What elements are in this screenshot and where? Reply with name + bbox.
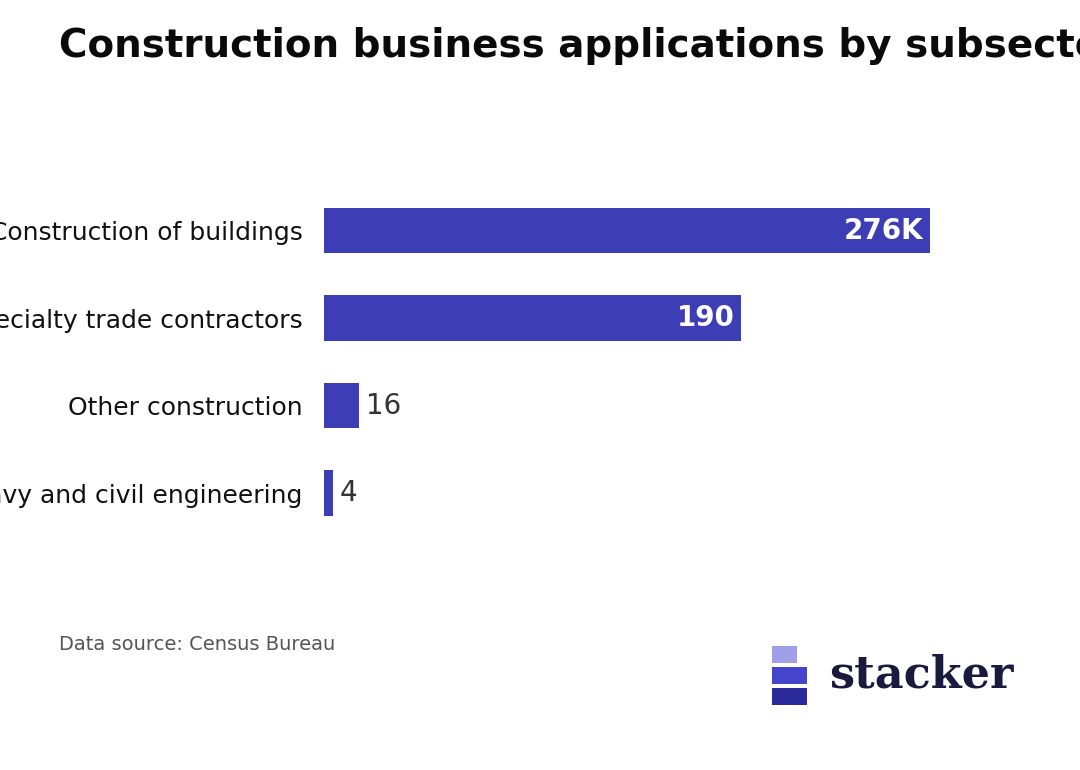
Text: 190: 190 [676, 304, 734, 332]
Text: Data source: Census Bureau: Data source: Census Bureau [59, 635, 336, 654]
Text: 16: 16 [366, 392, 401, 420]
Bar [324, 383, 360, 428]
Text: stacker: stacker [829, 653, 1014, 696]
Bar [324, 208, 930, 253]
Bar [324, 470, 333, 516]
Text: Construction business applications by subsector, 2021: Construction business applications by su… [59, 27, 1080, 65]
Text: 276K: 276K [843, 216, 923, 245]
Bar [324, 296, 741, 341]
Text: 4: 4 [339, 479, 357, 507]
